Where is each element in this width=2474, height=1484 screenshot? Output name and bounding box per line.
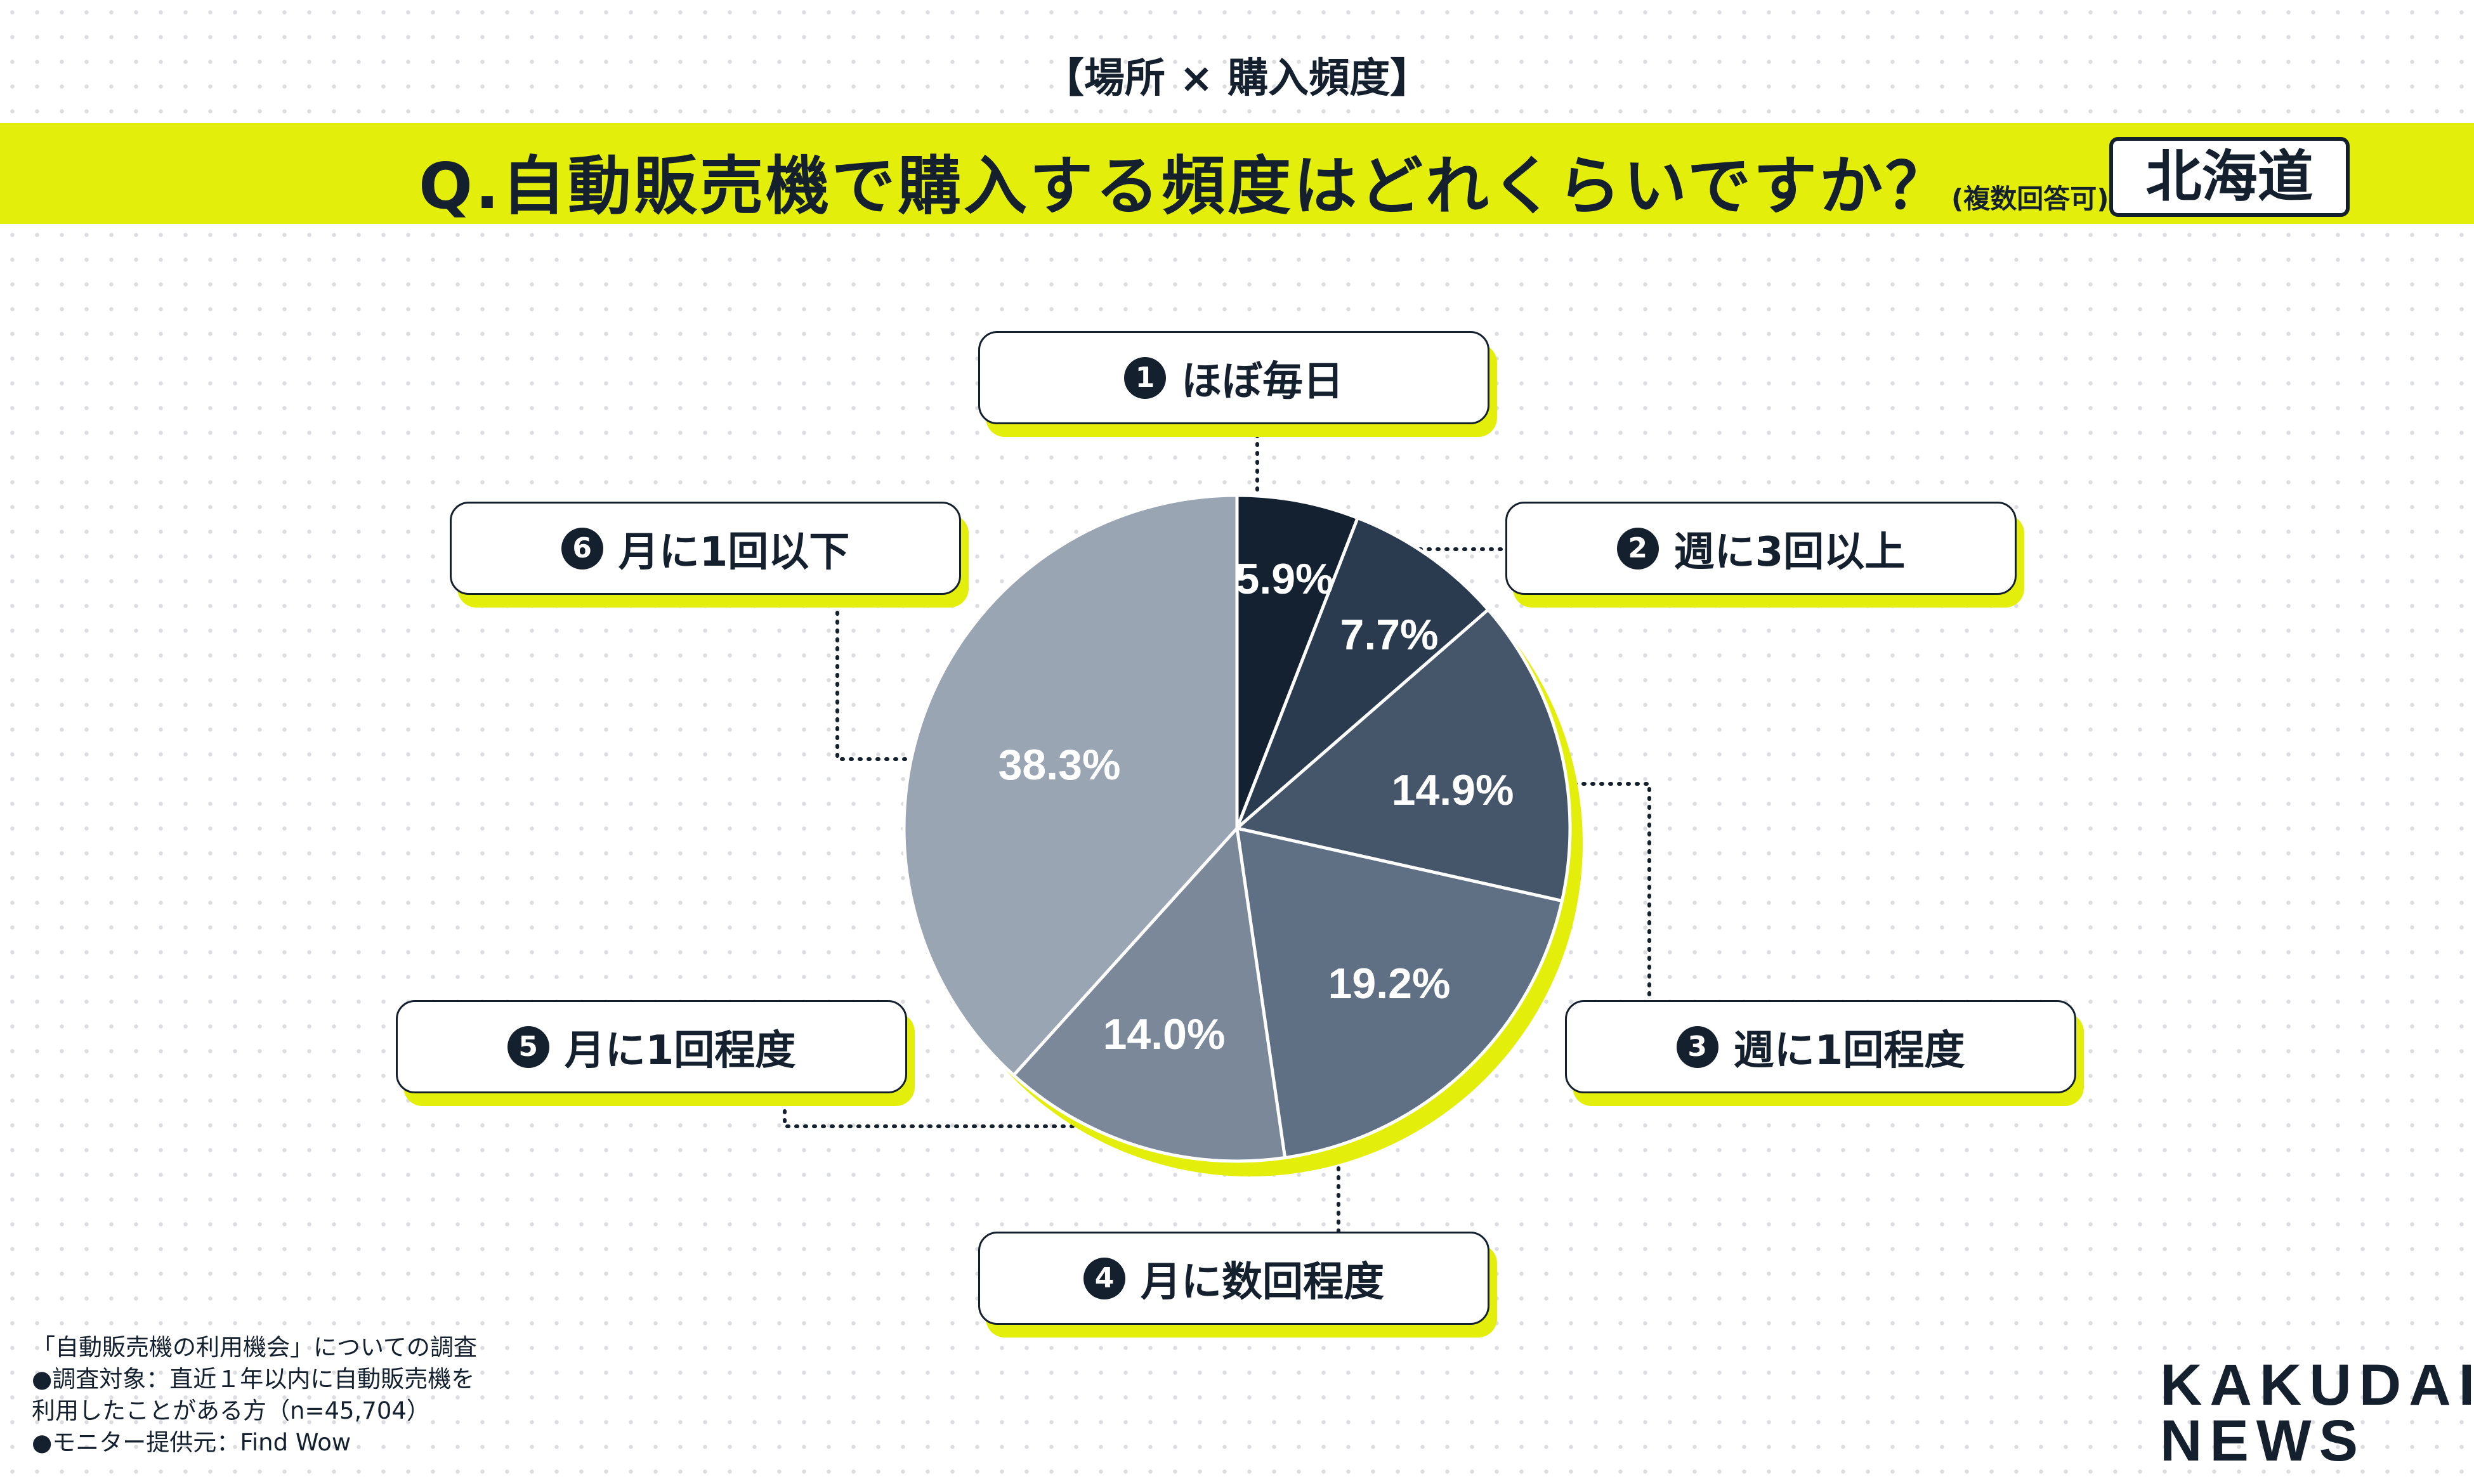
topic-title: 【場所 × 購入頻度】	[1043, 55, 1431, 102]
pie-slice-5	[1011, 824, 1287, 1163]
number-badge: 1	[1124, 356, 1166, 399]
leader-line-6	[835, 593, 936, 761]
pie-slice-6	[902, 493, 1239, 1077]
footnote-line: ●モニター提供元：Find Wow	[32, 1429, 351, 1456]
data-label-5: 14.0%	[1103, 1010, 1226, 1058]
survey-footnote: 「自動販売機の利用機会」についての調査 ●調査対象：直近１年以内に自動販売機を …	[32, 1332, 477, 1459]
category-name: 月に数回程度	[1141, 1258, 1384, 1306]
data-label-2: 7.7%	[1340, 611, 1439, 659]
label-box: 6 月に1回以下	[450, 502, 961, 595]
label-box: 4 月に数回程度	[978, 1232, 1489, 1325]
legend-label-1: 1 ほぼ毎日	[978, 331, 1497, 437]
footnote-line: 利用したことがある方（n=45,704）	[32, 1397, 430, 1424]
category-name: 週に3回以上	[1673, 528, 1906, 576]
legend-label-5: 5 月に1回程度	[396, 1000, 915, 1106]
label-box: 1 ほぼ毎日	[978, 331, 1489, 424]
kakudai-news-logo: KAKUDAI NEWS	[2160, 1353, 2474, 1473]
data-label-3: 14.9%	[1392, 766, 1514, 814]
label-box: 3 週に1回程度	[1565, 1000, 2076, 1093]
question-title: Q.自動販売機で購入する頻度はどれくらいですか？(複数回答可)	[419, 134, 2109, 226]
footnote-line: ●調査対象：直近１年以内に自動販売機を	[32, 1365, 475, 1393]
label-box: 2 週に3回以上	[1505, 502, 2017, 595]
number-badge: 6	[561, 527, 603, 570]
number-badge: 5	[507, 1025, 549, 1068]
pie-slice-2	[1235, 516, 1491, 830]
category-name: 月に1回以下	[618, 528, 850, 576]
footnote-line: 「自動販売機の利用機会」についての調査	[32, 1334, 477, 1361]
question-text: Q.自動販売機で購入する頻度はどれくらいですか？	[419, 149, 1951, 223]
logo-line2: NEWS	[2160, 1409, 2366, 1473]
legend-label-2: 2 週に3回以上	[1505, 502, 2024, 608]
logo-line1: KAKUDAI	[2160, 1353, 2474, 1417]
pie-slice-4	[1235, 826, 1564, 1160]
pie-slice-1	[1235, 493, 1360, 829]
data-label-4: 19.2%	[1328, 960, 1451, 1008]
legend-label-4: 4 月に数回程度	[978, 1232, 1497, 1338]
category-name: 月に1回程度	[564, 1027, 796, 1074]
data-label-1: 5.9%	[1236, 555, 1334, 603]
pie-slice-3	[1233, 607, 1572, 903]
legend-label-6: 6 月に1回以下	[450, 502, 969, 608]
category-name: ほぼ毎日	[1181, 358, 1344, 405]
number-badge: 4	[1083, 1257, 1125, 1299]
number-badge: 2	[1616, 527, 1659, 570]
question-band	[0, 123, 2474, 224]
number-badge: 3	[1676, 1025, 1718, 1068]
label-box: 5 月に1回程度	[396, 1000, 907, 1093]
category-name: 週に1回程度	[1733, 1027, 1965, 1074]
leader-line-3	[1546, 782, 1651, 1002]
question-note: (複数回答可)	[1951, 183, 2109, 214]
region-badge: 北海道	[2109, 137, 2350, 217]
data-label-6: 38.3%	[998, 741, 1121, 789]
legend-label-3: 3 週に1回程度	[1565, 1000, 2084, 1106]
